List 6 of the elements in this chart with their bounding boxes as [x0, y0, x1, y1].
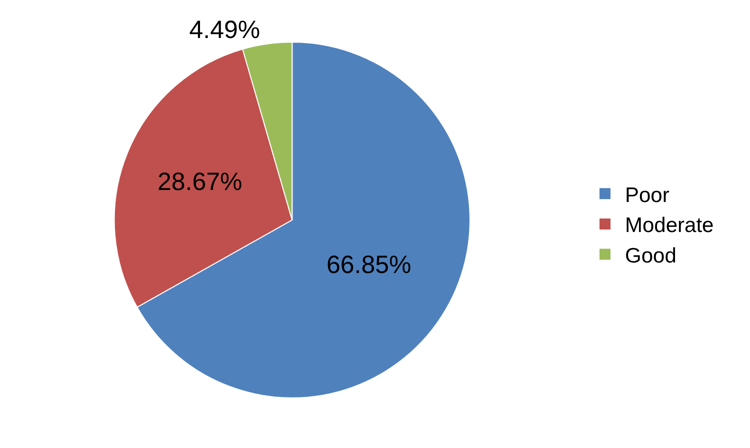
legend-label: Good	[625, 244, 676, 268]
data-label: 4.49%	[189, 16, 260, 44]
data-label: 28.67%	[157, 168, 242, 196]
legend-label: Moderate	[625, 214, 714, 238]
data-label: 66.85%	[326, 250, 412, 279]
legend-label: Poor	[625, 184, 670, 207]
